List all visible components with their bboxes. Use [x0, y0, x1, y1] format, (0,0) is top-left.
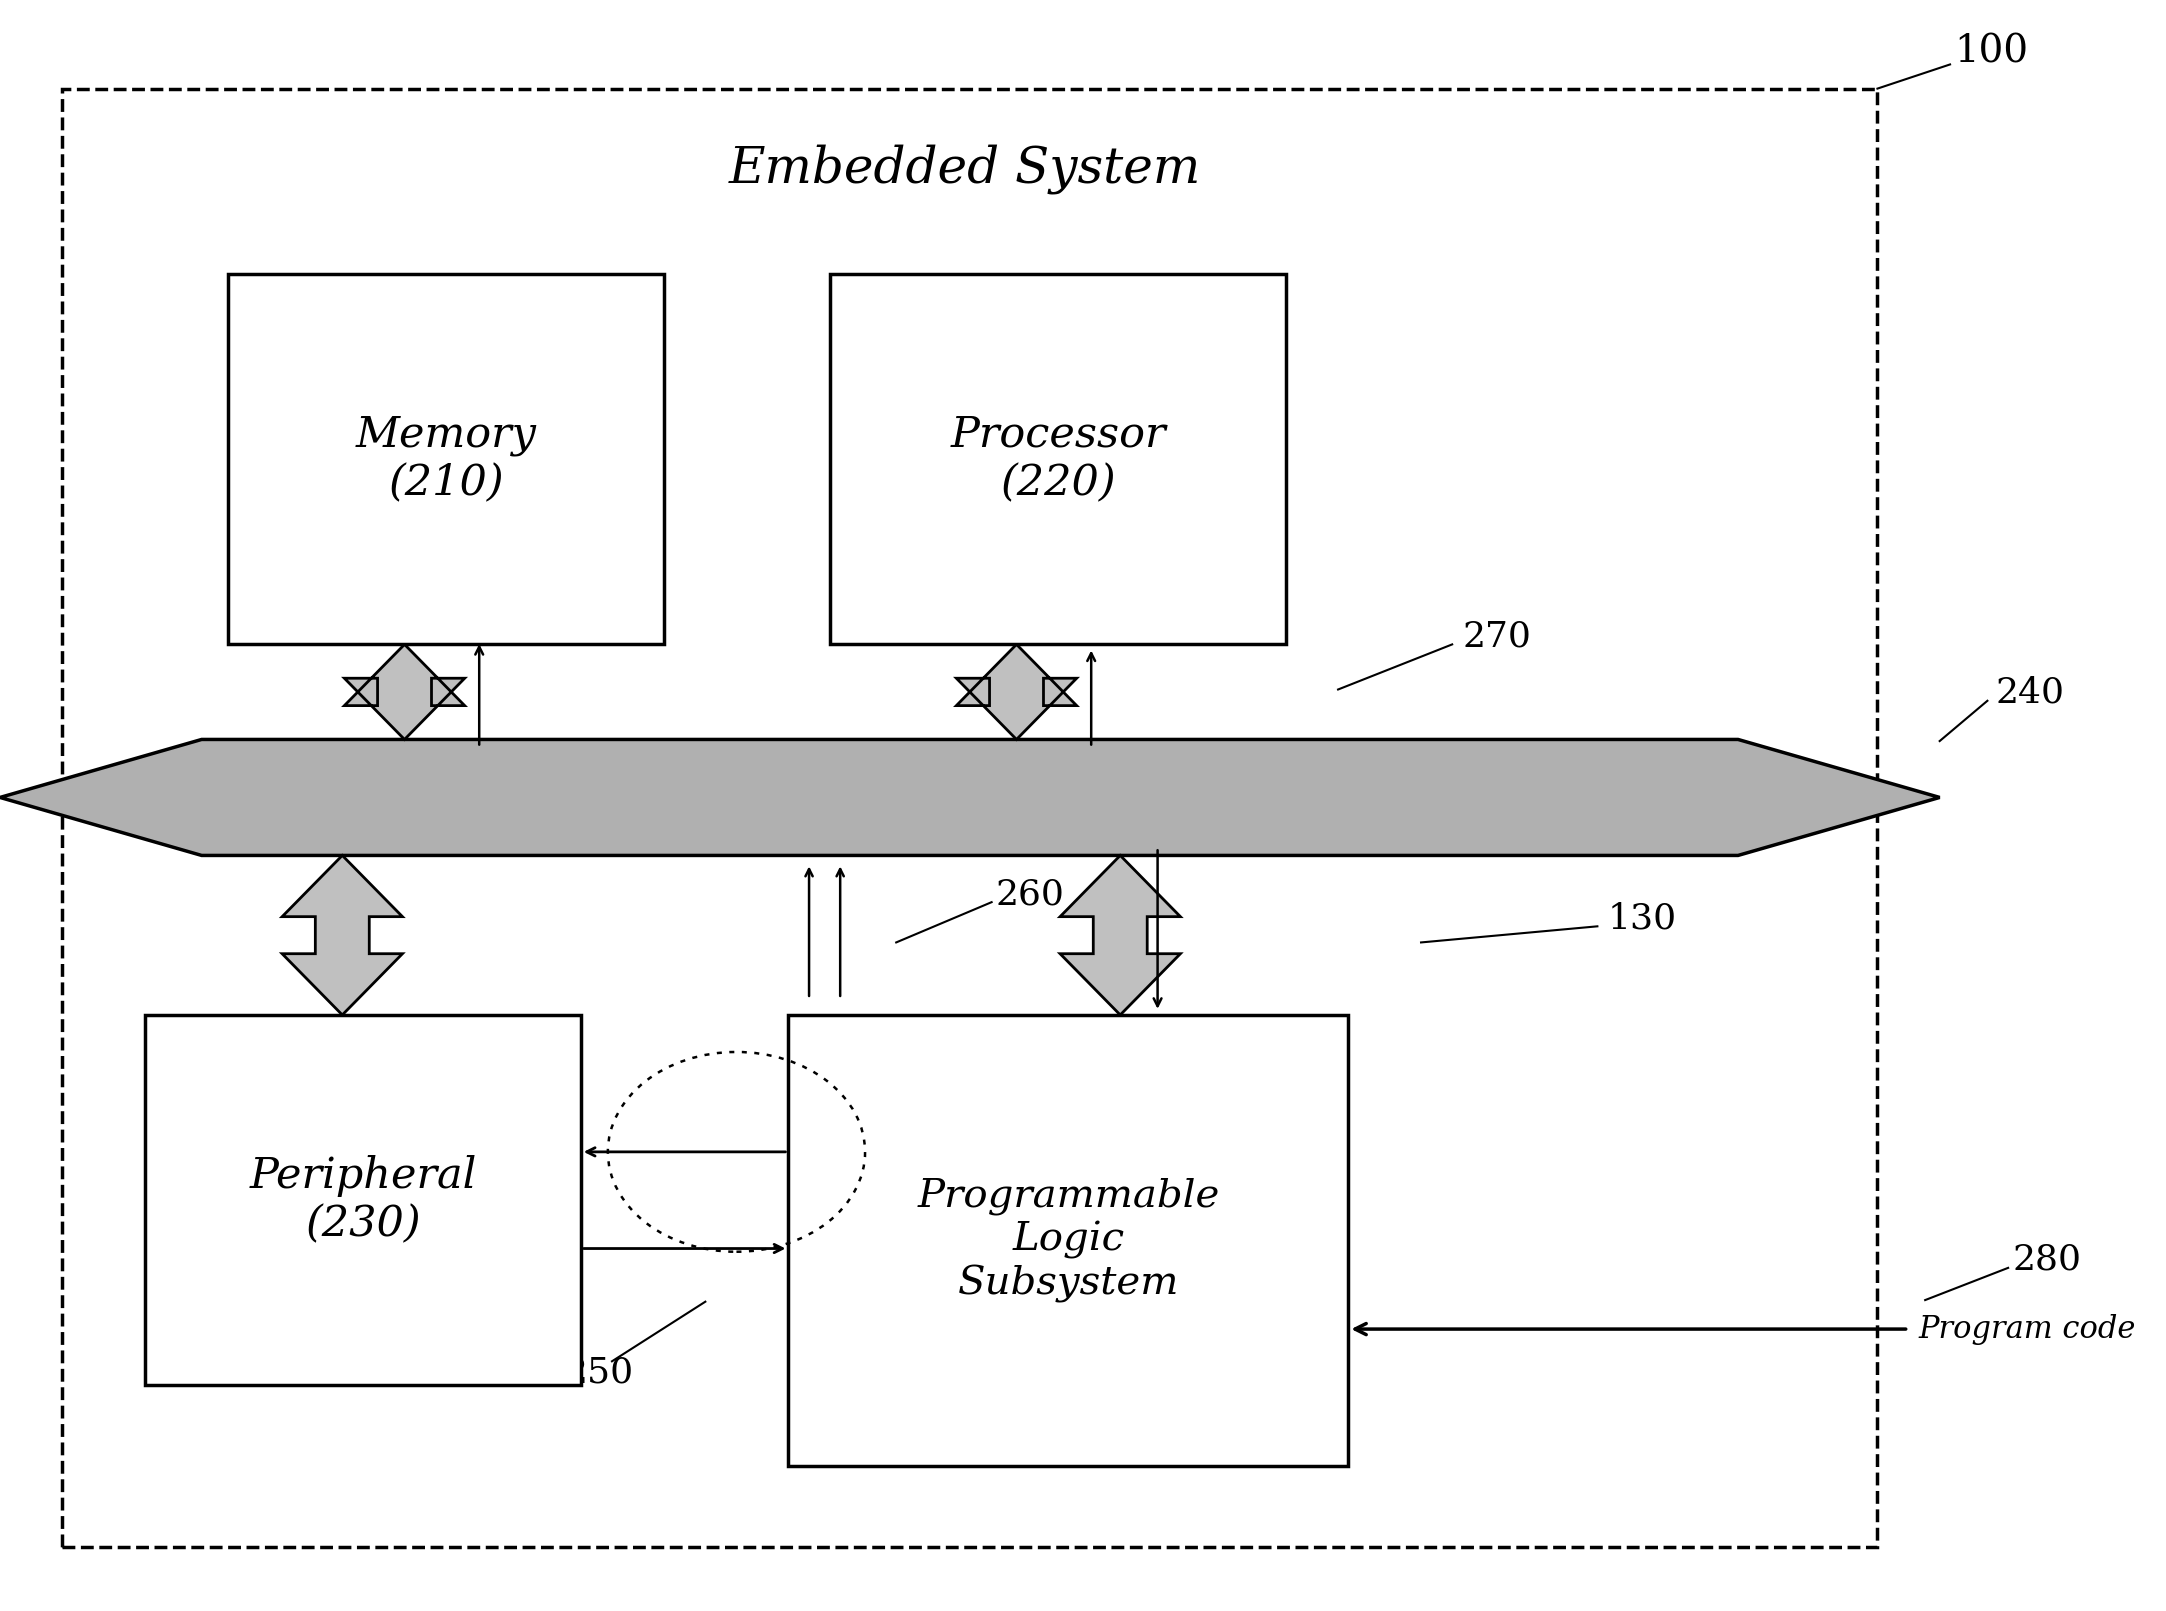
Text: Program code: Program code: [1919, 1313, 2136, 1345]
Polygon shape: [344, 644, 466, 739]
FancyBboxPatch shape: [788, 1015, 1349, 1466]
Text: Processor
(220): Processor (220): [951, 414, 1165, 504]
Polygon shape: [1059, 855, 1180, 1015]
Text: 280: 280: [2012, 1242, 2082, 1278]
Text: Peripheral
(230): Peripheral (230): [249, 1155, 477, 1245]
Text: 240: 240: [1995, 675, 2064, 710]
Text: 260: 260: [996, 876, 1066, 912]
Text: Memory
(210): Memory (210): [355, 414, 537, 504]
FancyBboxPatch shape: [227, 274, 663, 644]
Text: 250: 250: [565, 1355, 632, 1390]
Text: 100: 100: [1954, 34, 2030, 69]
Text: 130: 130: [1607, 901, 1676, 936]
Polygon shape: [282, 855, 403, 1015]
Polygon shape: [957, 644, 1077, 739]
Text: Programmable
Logic
Subsystem: Programmable Logic Subsystem: [916, 1178, 1219, 1303]
Text: 270: 270: [1462, 619, 1531, 654]
Text: Embedded System: Embedded System: [728, 143, 1200, 195]
FancyBboxPatch shape: [830, 274, 1287, 644]
Polygon shape: [0, 739, 1941, 855]
FancyBboxPatch shape: [145, 1015, 580, 1385]
